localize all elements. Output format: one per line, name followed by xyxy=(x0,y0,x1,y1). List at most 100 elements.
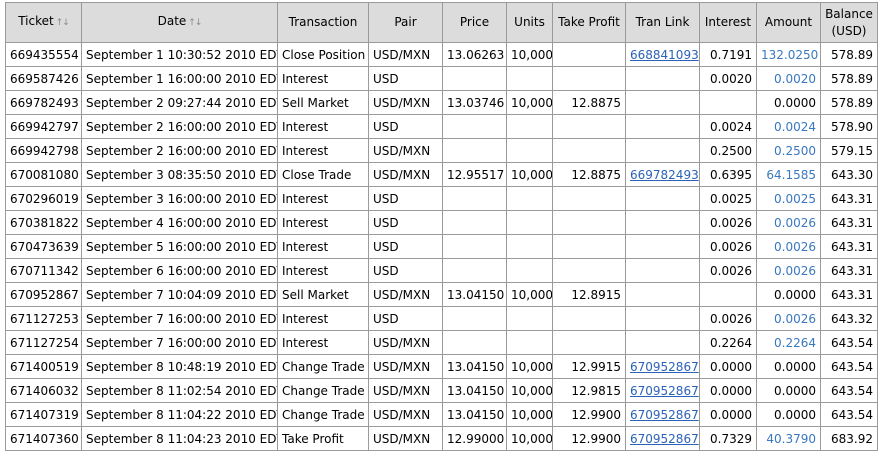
cell-ticket: 669942798 xyxy=(5,138,82,163)
cell-tran-link xyxy=(625,330,700,355)
cell-amount: 64.1585 xyxy=(756,162,821,187)
cell-date: September 7 16:00:00 2010 EDT xyxy=(81,306,278,331)
tran-link[interactable]: 669782493 xyxy=(630,167,699,182)
tran-link[interactable]: 670952867 xyxy=(630,383,699,398)
cell-take-profit: 12.9900 xyxy=(552,402,626,427)
cell-date: September 8 11:04:23 2010 EDT xyxy=(81,426,278,451)
cell-balance: 643.54 xyxy=(820,330,878,355)
cell-ticket: 669942797 xyxy=(5,114,82,139)
cell-tran-link: 670952867 xyxy=(625,354,700,379)
tran-link[interactable]: 670952867 xyxy=(630,407,699,422)
cell-units: 10,000 xyxy=(506,402,553,427)
cell-transaction: Sell Market xyxy=(277,282,369,307)
cell-price: 12.99000 xyxy=(442,426,507,451)
cell-transaction: Close Position xyxy=(277,42,369,67)
cell-ticket: 670296019 xyxy=(5,186,82,211)
cell-interest: 0.0026 xyxy=(699,210,757,235)
cell-amount: 0.0000 xyxy=(756,402,821,427)
cell-amount: 0.0026 xyxy=(756,258,821,283)
cell-interest: 0.7191 xyxy=(699,42,757,67)
cell-balance: 578.90 xyxy=(820,114,878,139)
transactions-table: Ticket ↑↓ Date ↑↓ Transaction Pair Price U… xyxy=(5,2,878,451)
cell-take-profit xyxy=(552,42,626,67)
cell-price xyxy=(442,210,507,235)
col-header-balance-unit: (USD) xyxy=(831,23,867,38)
cell-amount: 132.0250 xyxy=(756,42,821,67)
cell-transaction: Interest xyxy=(277,138,369,163)
cell-pair: USD xyxy=(368,210,443,235)
cell-units xyxy=(506,66,553,91)
cell-take-profit xyxy=(552,258,626,283)
cell-pair: USD/MXN xyxy=(368,426,443,451)
cell-date: September 2 16:00:00 2010 EDT xyxy=(81,114,278,139)
cell-transaction: Interest xyxy=(277,330,369,355)
cell-take-profit xyxy=(552,114,626,139)
cell-transaction: Interest xyxy=(277,186,369,211)
cell-pair: USD/MXN xyxy=(368,330,443,355)
cell-interest: 0.0026 xyxy=(699,258,757,283)
cell-amount: 0.2264 xyxy=(756,330,821,355)
cell-interest xyxy=(699,282,757,307)
cell-take-profit xyxy=(552,186,626,211)
cell-balance: 643.54 xyxy=(820,354,878,379)
cell-transaction: Change Trade xyxy=(277,354,369,379)
cell-amount: 0.0024 xyxy=(756,114,821,139)
sort-arrows-icon[interactable]: ↑↓ xyxy=(55,18,70,28)
tran-link[interactable]: 670952867 xyxy=(630,431,699,446)
cell-amount: 0.0026 xyxy=(756,306,821,331)
cell-ticket: 670081080 xyxy=(5,162,82,187)
cell-tran-link xyxy=(625,138,700,163)
cell-transaction: Interest xyxy=(277,66,369,91)
cell-date: September 1 16:00:00 2010 EDT xyxy=(81,66,278,91)
cell-amount: 0.0025 xyxy=(756,186,821,211)
cell-tran-link xyxy=(625,90,700,115)
cell-take-profit: 12.8915 xyxy=(552,282,626,307)
sort-arrows-icon[interactable]: ↑↓ xyxy=(188,18,202,28)
cell-interest: 0.6395 xyxy=(699,162,757,187)
tran-link[interactable]: 668841093 xyxy=(630,47,699,62)
col-header-price: Price xyxy=(442,2,507,43)
table-row: 669782493 September 2 09:27:44 2010 EDT Se… xyxy=(5,90,878,115)
cell-balance: 643.32 xyxy=(820,306,878,331)
col-header-transaction: Transaction xyxy=(277,2,369,43)
cell-balance: 643.31 xyxy=(820,186,878,211)
cell-price xyxy=(442,186,507,211)
cell-pair: USD xyxy=(368,114,443,139)
cell-price: 13.03746 xyxy=(442,90,507,115)
cell-ticket: 670473639 xyxy=(5,234,82,259)
cell-price xyxy=(442,138,507,163)
cell-take-profit: 12.8875 xyxy=(552,90,626,115)
cell-units: 10,000 xyxy=(506,378,553,403)
cell-interest: 0.2500 xyxy=(699,138,757,163)
cell-pair: USD/MXN xyxy=(368,282,443,307)
cell-price xyxy=(442,306,507,331)
cell-ticket: 671127253 xyxy=(5,306,82,331)
cell-interest: 0.0025 xyxy=(699,186,757,211)
cell-pair: USD/MXN xyxy=(368,90,443,115)
cell-amount: 0.0000 xyxy=(756,90,821,115)
cell-tran-link xyxy=(625,210,700,235)
col-header-take-profit: Take Profit xyxy=(552,2,626,43)
cell-amount: 0.2500 xyxy=(756,138,821,163)
tran-link[interactable]: 670952867 xyxy=(630,359,699,374)
cell-ticket: 671406032 xyxy=(5,378,82,403)
col-header-interest: Interest xyxy=(699,2,757,43)
cell-interest: 0.0000 xyxy=(699,378,757,403)
col-header-ticket-label: Ticket xyxy=(18,14,54,28)
table-row: 669435554 September 1 10:30:52 2010 EDT Cl… xyxy=(5,42,878,67)
cell-tran-link: 670952867 xyxy=(625,378,700,403)
cell-transaction: Take Profit xyxy=(277,426,369,451)
table-row: 670381822 September 4 16:00:00 2010 EDT In… xyxy=(5,210,878,235)
col-header-ticket[interactable]: Ticket ↑↓ xyxy=(5,2,82,43)
col-header-date-label: Date xyxy=(157,14,187,28)
col-header-date[interactable]: Date ↑↓ xyxy=(81,2,278,43)
cell-ticket: 670711342 xyxy=(5,258,82,283)
cell-transaction: Change Trade xyxy=(277,402,369,427)
cell-transaction: Interest xyxy=(277,258,369,283)
cell-tran-link: 670952867 xyxy=(625,426,700,451)
cell-units: 10,000 xyxy=(506,426,553,451)
cell-tran-link xyxy=(625,306,700,331)
cell-ticket: 669435554 xyxy=(5,42,82,67)
cell-price: 13.04150 xyxy=(442,354,507,379)
cell-take-profit: 12.8875 xyxy=(552,162,626,187)
